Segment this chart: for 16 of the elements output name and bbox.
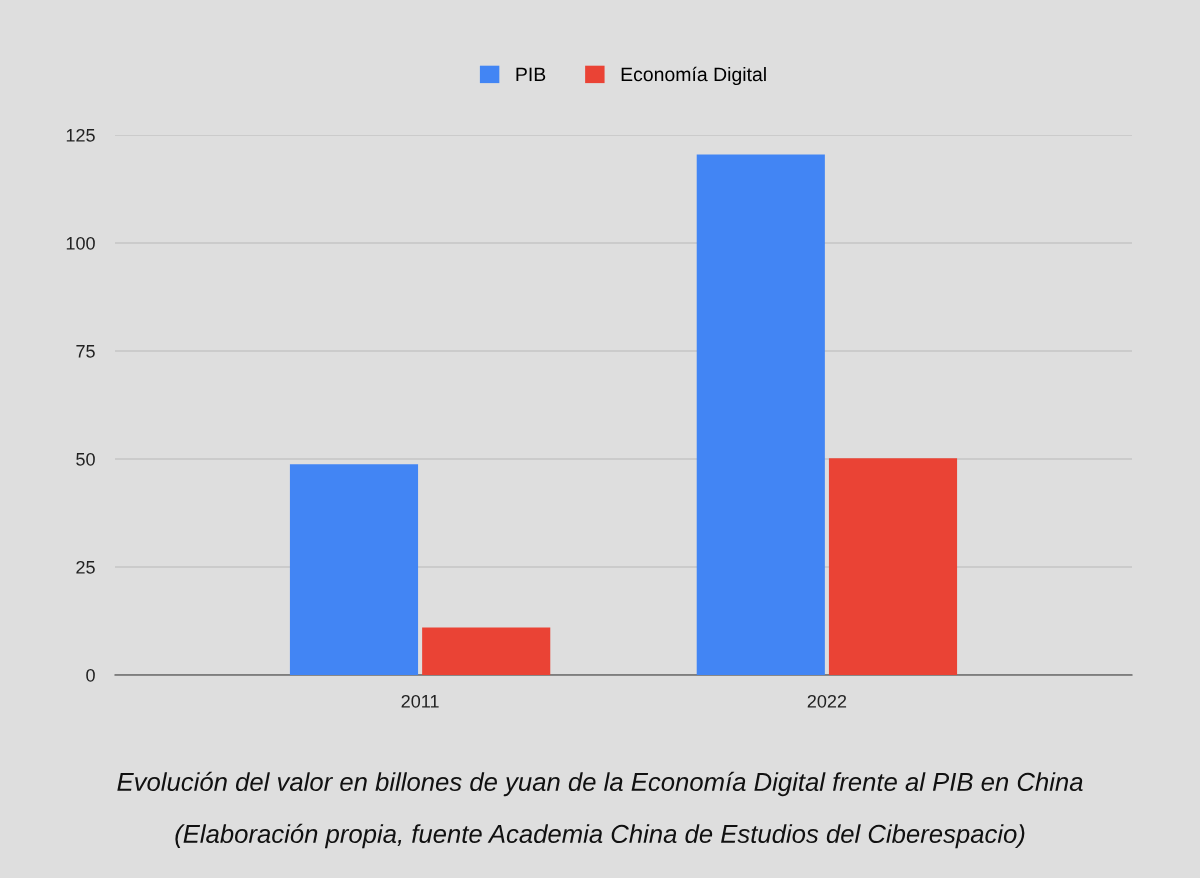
bar [696,154,825,675]
bar [422,627,551,675]
text: (Elaboración propia, fuente Academia China de Estudios del Ciberespacio) [175,823,1025,849]
y-tick-label: 25 [76,560,95,574]
text: Evolución del valor en billones de yuan de la Economía Digital frente al PIB en China [117,771,1083,797]
y-tick-label: 100 [66,236,95,250]
x-tick-label: 2022 [807,694,847,708]
bar [828,458,958,675]
y-tick-label: 0 [86,668,95,682]
y-tick-label: 125 [66,128,95,142]
legend-label: Economía Digital [621,66,766,86]
bar [289,464,419,675]
legend-label: PIB [516,67,546,82]
x-tick-label: 2011 [401,694,439,708]
y-tick-label: 75 [76,345,95,358]
y-tick-label: 50 [76,452,95,466]
